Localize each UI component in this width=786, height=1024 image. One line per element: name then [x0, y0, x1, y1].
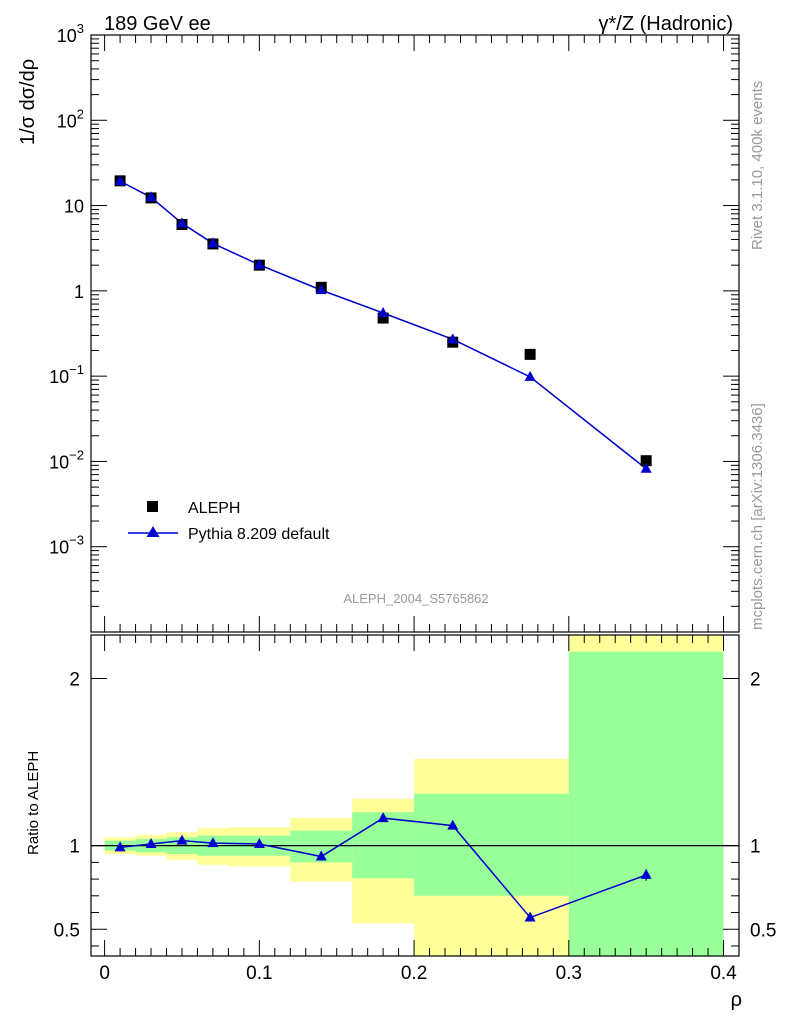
pythia-point	[640, 462, 652, 473]
ratio-point	[253, 837, 265, 848]
legend-pythia-marker	[146, 526, 160, 537]
ratio-y-tick-label-right: 0.5	[750, 920, 776, 941]
ratio-y-tick-label: 0.5	[54, 920, 80, 941]
ratio-point	[315, 850, 327, 861]
ratio-point	[377, 812, 389, 823]
y-tick-exponent: 2	[77, 106, 84, 121]
y-tick-label: 10−2	[49, 447, 84, 472]
rivet-label: Rivet 3.1.10, 400k events	[749, 81, 766, 250]
mcplots-label: mcplots.cern.ch [arXiv:1306.3436]	[749, 403, 766, 630]
main-frame	[90, 34, 740, 633]
ratio-point	[145, 837, 157, 848]
x-tick-label: 0.2	[401, 963, 427, 984]
x-tick-label: 0.4	[710, 963, 737, 984]
ratio-point	[207, 837, 219, 848]
pythia-point	[524, 370, 536, 381]
ratio-point	[114, 841, 126, 852]
ratio-y-tick-label-right: 2	[750, 669, 761, 690]
main-ylabel: 1/σ dσ/dρ	[17, 59, 39, 145]
legend-aleph-label: ALEPH	[188, 500, 240, 517]
ratio-panel: 0.5 0.5 1 1 2 2 0 0.1 0.2 0.3 0.4 Ratio to ALEPH ρ	[25, 634, 776, 1011]
ratio-point	[524, 911, 536, 922]
band-inner	[414, 793, 569, 896]
ratio-line	[120, 817, 647, 919]
ratio-point	[640, 868, 652, 879]
header-right: γ*/Z (Hadronic)	[599, 13, 733, 35]
legend-pythia-label: Pythia 8.209 default	[188, 526, 330, 543]
x-tick-label: 0.3	[556, 963, 582, 984]
pythia-point	[176, 217, 188, 228]
y-tick-exponent: −3	[69, 533, 84, 548]
x-tick-label: 0	[99, 963, 110, 984]
pythia-point	[207, 237, 219, 248]
watermark: ALEPH_2004_S5765862	[343, 591, 488, 606]
ratio-y-tick-label: 2	[69, 669, 80, 690]
y-tick-exponent: −2	[69, 447, 84, 462]
pythia-line	[119, 180, 647, 470]
y-tick-label: 103	[57, 21, 84, 46]
aleph-point	[524, 348, 536, 360]
y-tick-label: 10−3	[49, 533, 84, 558]
ratio-ylabel: Ratio to ALEPH	[25, 751, 42, 855]
pythia-point	[253, 258, 265, 269]
ratio-point	[447, 819, 459, 830]
pythia-point	[447, 333, 459, 344]
legend: ALEPH Pythia 8.209 default	[128, 500, 330, 543]
x-axis-label: ρ	[731, 989, 742, 1011]
ratio-point	[176, 834, 188, 845]
y-tick-label: 1	[74, 282, 84, 302]
y-tick-exponent: 3	[77, 21, 84, 36]
ratio-y-tick-label: 1	[69, 837, 80, 858]
ratio-frame	[90, 634, 740, 957]
y-tick-label: 10	[64, 197, 84, 217]
legend-aleph-marker	[147, 501, 158, 512]
aleph-point	[640, 455, 652, 467]
x-tick-label: 0.1	[246, 963, 272, 984]
pythia-point	[114, 175, 126, 186]
pythia-point	[315, 284, 327, 295]
y-tick-label: 10−1	[49, 362, 84, 387]
pythia-point	[377, 307, 389, 318]
ratio-y-tick-label-right: 1	[750, 837, 761, 858]
y-tick-label: 102	[57, 106, 84, 131]
band-inner	[568, 651, 724, 956]
aleph-point	[377, 312, 389, 324]
y-tick-exponent: −1	[69, 362, 84, 377]
pythia-point	[145, 191, 157, 202]
header-left: 189 GeV ee	[104, 13, 211, 35]
